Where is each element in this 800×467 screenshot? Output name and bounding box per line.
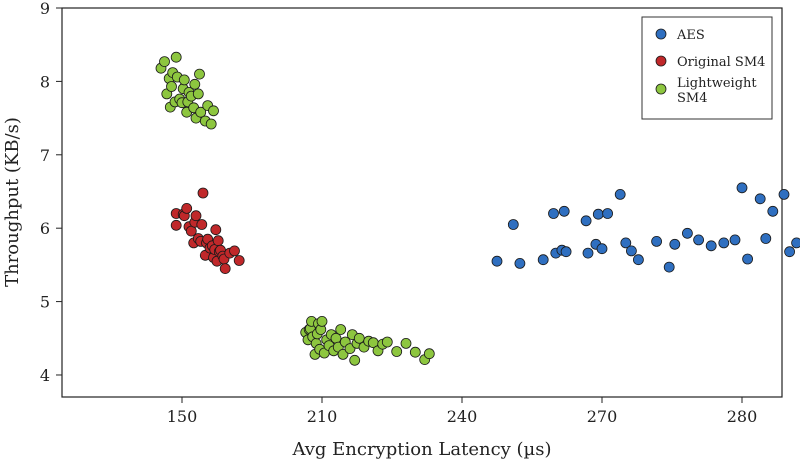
point-aes-16 — [620, 237, 632, 249]
x-tick-label-280: 280 — [727, 407, 758, 426]
point-aes-30 — [760, 233, 772, 244]
point-lightweight-sm4-26 — [205, 118, 217, 130]
data-points — [155, 51, 800, 366]
legend-label-original-sm4: Original SM4 — [677, 55, 765, 70]
point-original-sm4-31 — [233, 255, 245, 266]
legend: AES Original SM4 Lightweight SM4 — [641, 16, 773, 120]
legend-marker-aes — [655, 28, 667, 40]
point-aes-19 — [651, 235, 662, 247]
x-tick-label-270: 270 — [587, 407, 618, 426]
series-original-sm4 — [170, 187, 245, 275]
point-aes-28 — [742, 253, 753, 265]
point-aes-31 — [767, 205, 779, 217]
y-tick-label-4: 4 — [40, 366, 50, 385]
point-lightweight-sm4-13 — [178, 74, 190, 86]
point-lightweight-sm4-55 — [353, 332, 365, 344]
point-lightweight-sm4-46 — [330, 332, 342, 344]
point-aes-25 — [718, 237, 730, 249]
point-lightweight-sm4-64 — [409, 346, 421, 358]
point-lightweight-sm4-48 — [335, 324, 347, 335]
point-aes-23 — [693, 234, 704, 246]
point-lightweight-sm4-8 — [170, 51, 182, 63]
x-tick-label-240: 240 — [447, 407, 478, 426]
point-aes-24 — [705, 240, 717, 252]
point-lightweight-sm4-19 — [189, 78, 201, 90]
point-aes-10 — [582, 247, 594, 259]
point-original-sm4-21 — [210, 224, 222, 236]
x-axis-ticks: 150 210 240 270 280 — [167, 397, 758, 426]
point-aes-7 — [558, 205, 570, 217]
point-aes-1 — [507, 219, 519, 230]
point-lightweight-sm4-1 — [159, 56, 170, 67]
point-aes-12 — [592, 208, 604, 220]
point-lightweight-sm4-62 — [391, 346, 403, 357]
point-aes-18 — [633, 254, 644, 266]
point-aes-2 — [514, 257, 526, 269]
point-lightweight-sm4-21 — [192, 88, 204, 100]
point-aes-4 — [548, 208, 559, 219]
point-aes-8 — [560, 246, 572, 258]
point-aes-17 — [626, 245, 637, 257]
point-aes-14 — [602, 208, 613, 219]
x-tick-label-210: 210 — [307, 407, 338, 426]
series-lightweight-sm4 — [155, 51, 435, 366]
x-axis-label: Avg Encryption Latency (µs) — [291, 439, 551, 460]
point-aes-27 — [736, 182, 748, 194]
point-lightweight-sm4-40 — [316, 315, 328, 327]
y-axis-label: Throughput (KB/s) — [2, 117, 23, 287]
point-aes-9 — [580, 215, 592, 227]
point-aes-26 — [729, 234, 741, 246]
point-lightweight-sm4-49 — [337, 348, 349, 360]
point-aes-13 — [596, 243, 608, 255]
y-tick-label-9: 9 — [40, 0, 50, 18]
legend-item-original-sm4: Original SM4 — [655, 55, 765, 70]
point-original-sm4-28 — [219, 263, 231, 275]
legend-label-lightweight-sm4: Lightweight SM4 — [677, 76, 761, 106]
legend-item-lightweight-sm4: Lightweight SM4 — [655, 76, 761, 106]
point-aes-20 — [663, 261, 675, 273]
point-original-sm4-4 — [181, 202, 193, 214]
point-aes-32 — [778, 188, 790, 200]
point-lightweight-sm4-61 — [381, 336, 393, 348]
point-original-sm4-12 — [196, 219, 208, 230]
point-lightweight-sm4-22 — [194, 68, 205, 80]
y-tick-label-6: 6 — [40, 219, 50, 238]
point-original-sm4-13 — [197, 187, 209, 199]
point-aes-3 — [537, 254, 549, 266]
point-lightweight-sm4-53 — [349, 354, 361, 366]
y-tick-label-8: 8 — [40, 72, 50, 91]
x-tick-label-150: 150 — [167, 407, 198, 426]
point-aes-29 — [754, 193, 766, 205]
legend-marker-original-sm4 — [655, 55, 667, 67]
point-lightweight-sm4-27 — [208, 105, 219, 117]
point-aes-34 — [791, 237, 800, 249]
point-original-sm4-30 — [229, 245, 240, 257]
point-aes-22 — [682, 227, 693, 239]
point-original-sm4-23 — [212, 235, 224, 247]
point-original-sm4-9 — [190, 210, 202, 222]
point-aes-21 — [669, 238, 681, 250]
point-lightweight-sm4-63 — [400, 337, 412, 349]
legend-marker-lightweight-sm4 — [655, 83, 667, 95]
y-axis-ticks: 4 5 6 7 8 9 — [40, 0, 62, 385]
point-aes-0 — [491, 255, 503, 267]
y-tick-label-5: 5 — [40, 293, 50, 312]
point-lightweight-sm4-23 — [195, 106, 207, 118]
y-tick-label-7: 7 — [40, 146, 50, 165]
legend-item-aes: AES — [655, 28, 705, 43]
series-aes — [491, 182, 800, 273]
point-lightweight-sm4-5 — [166, 81, 177, 92]
legend-label-aes: AES — [676, 28, 705, 43]
point-original-sm4-1 — [170, 219, 182, 231]
point-aes-15 — [614, 188, 626, 200]
point-aes-33 — [784, 246, 795, 258]
point-lightweight-sm4-66 — [423, 348, 435, 360]
